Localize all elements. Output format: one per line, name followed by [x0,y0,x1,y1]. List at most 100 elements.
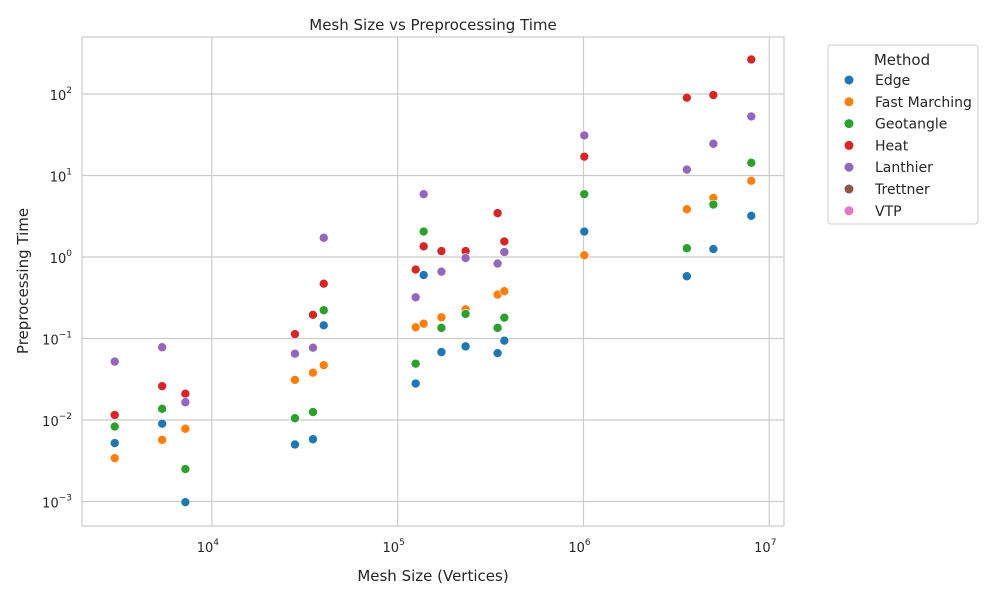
legend-items: Edge Fast Marching Geotangle Heat Lanthier Tr… [844,73,972,220]
data-point [290,439,300,450]
data-point [290,329,300,339]
legend-marker [844,75,854,85]
data-point [682,271,692,282]
data-point [157,404,167,414]
data-point [180,397,191,408]
data-point [318,232,329,243]
data-point [746,54,757,65]
x-tick-label: 107 [754,538,776,556]
data-point [579,189,590,199]
data-point [180,497,191,507]
legend-label: Edge [875,73,910,89]
x-tick-label: 106 [568,538,591,556]
legend-label: Geotangle [875,117,947,133]
data-point [492,323,503,333]
legend-item-edge: Edge [844,73,910,89]
data-point [746,158,757,168]
data-point [157,418,167,429]
grid-lines [82,37,784,526]
y-tick-label: 10−1 [42,330,72,348]
data-point [579,151,590,162]
data-point [308,407,318,417]
legend-item-lanthier: Lanthier [844,160,933,176]
data-point [682,164,692,175]
plot-area-frame [81,36,785,527]
data-point [180,464,191,474]
y-axis-ticks: 10−3 10−2 10−1 100 101 102 [42,86,72,512]
data-point [418,318,429,329]
legend-label: Heat [875,138,909,154]
data-point [109,453,120,463]
data-point [180,423,191,434]
data-point [436,323,447,333]
data-point [109,438,120,448]
data-point [499,236,510,247]
y-tick-label: 102 [50,86,72,104]
data-point [318,320,329,331]
data-point [418,241,429,252]
data-point [746,210,757,221]
y-tick-label: 101 [50,167,72,185]
x-axis-title: Mesh Size (Vertices) [357,567,508,585]
data-point [460,341,471,352]
data-point [290,348,300,359]
legend: Method Edge Fast Marching Geotangle Heat Lan… [827,44,979,225]
legend-item-vtp: VTP [844,204,902,220]
data-point [492,208,503,218]
data-point [436,347,447,357]
data-points [109,54,757,507]
data-point [418,270,429,280]
data-point [436,266,447,277]
x-axis-ticks: 104 105 106 107 [197,538,777,556]
legend-marker [844,119,854,129]
data-point [682,92,692,103]
data-point [410,292,421,303]
data-point [157,435,167,445]
data-point [492,258,503,269]
legend-item-trettner: Trettner [844,182,930,198]
data-point [109,410,120,420]
legend-label: VTP [875,204,902,220]
data-point [290,413,300,424]
data-point [109,421,120,432]
data-point [410,322,421,333]
y-tick-label: 100 [50,249,73,267]
legend-frame [827,44,979,225]
data-point [499,312,510,323]
data-point [318,278,329,289]
legend-marker [844,162,854,172]
series-fast-marching [109,176,757,463]
legend-marker [844,140,854,150]
legend-label: Trettner [874,182,930,198]
data-point [308,342,318,353]
series-geotangle [109,158,757,474]
legend-item-fast-marching: Fast Marching [844,95,972,111]
data-point [436,246,447,256]
data-point [157,381,167,391]
legend-item-geotangle: Geotangle [844,117,947,133]
data-point [308,367,318,378]
legend-label: Lanthier [875,160,933,176]
data-point [308,310,318,320]
x-tick-label: 104 [197,538,220,556]
data-point [318,360,329,370]
data-point [499,286,510,297]
data-point [436,312,447,323]
data-point [308,434,318,445]
data-point [746,176,757,186]
legend-marker [844,206,854,216]
data-point [460,253,471,263]
data-point [708,244,719,254]
data-point [410,358,421,369]
data-point [492,348,503,358]
legend-marker [844,184,854,194]
data-point [579,226,590,237]
series-edge [109,210,757,507]
data-point [682,243,692,254]
data-point [499,335,510,346]
legend-label: Fast Marching [875,95,972,111]
data-point [109,356,120,367]
data-point [410,378,421,389]
data-point [708,138,719,149]
